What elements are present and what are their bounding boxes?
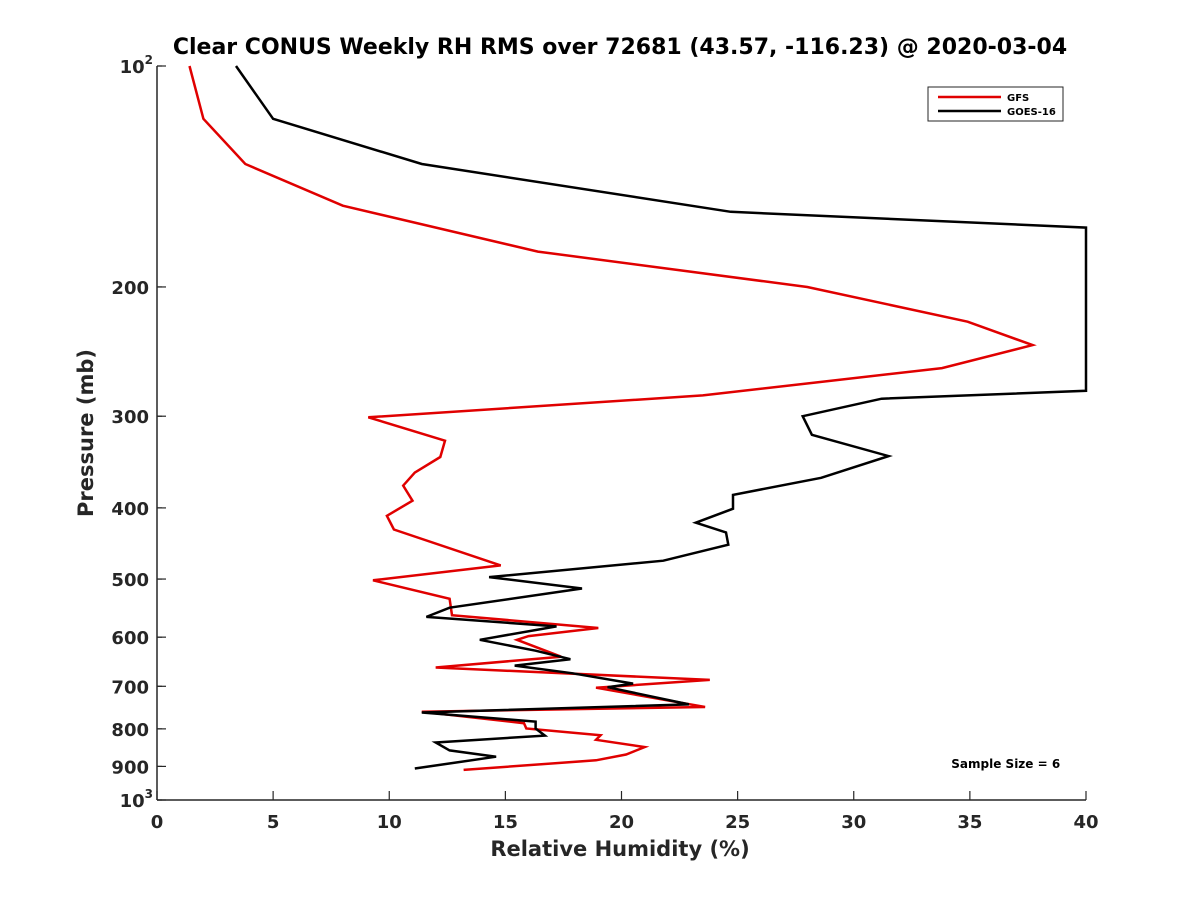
x-tick-label: 5 <box>267 812 280 833</box>
annotation-sample-size: Sample Size = 6 <box>951 757 1060 771</box>
y-tick-label: 700 <box>111 677 149 698</box>
x-tick-label: 20 <box>609 812 634 833</box>
y-tick-label: 500 <box>111 570 149 591</box>
x-tick-label: 35 <box>957 812 982 833</box>
y-tick-label: 102 <box>120 53 153 78</box>
x-tick-label: 30 <box>841 812 866 833</box>
x-tick-label: 40 <box>1073 812 1098 833</box>
y-axis-label: Pressure (mb) <box>74 349 98 517</box>
legend-label-goes16: GOES-16 <box>1007 107 1056 118</box>
x-axis-label: Relative Humidity (%) <box>490 837 749 861</box>
y-tick-label: 300 <box>111 407 149 428</box>
chart-title: Clear CONUS Weekly RH RMS over 72681 (43… <box>173 35 1067 60</box>
series-line-goes16 <box>234 65 1088 770</box>
y-tick-label: 600 <box>111 628 149 649</box>
y-tick-label: 800 <box>111 720 149 741</box>
annotations: Sample Size = 6 <box>951 757 1060 771</box>
y-tick-label: 400 <box>111 499 149 520</box>
x-tick-label: 25 <box>725 812 750 833</box>
series-line-gfs <box>188 65 1037 772</box>
y-tick-label: 900 <box>111 757 149 778</box>
legend: GFS GOES-16 <box>927 86 1064 122</box>
legend-box <box>927 86 1064 122</box>
x-tick-label: 10 <box>377 812 402 833</box>
x-tick-label: 0 <box>151 812 164 833</box>
y-tick-label: 200 <box>111 278 149 299</box>
legend-label-gfs: GFS <box>1007 93 1029 104</box>
x-ticks: 0 5 10 15 20 25 30 35 40 <box>151 791 1099 833</box>
y-ticks: 102 200 300 400 500 600 700 800 900 103 <box>111 53 166 812</box>
x-tick-label: 15 <box>493 812 518 833</box>
y-tick-label: 103 <box>120 787 153 812</box>
plot-lines <box>188 65 1088 772</box>
